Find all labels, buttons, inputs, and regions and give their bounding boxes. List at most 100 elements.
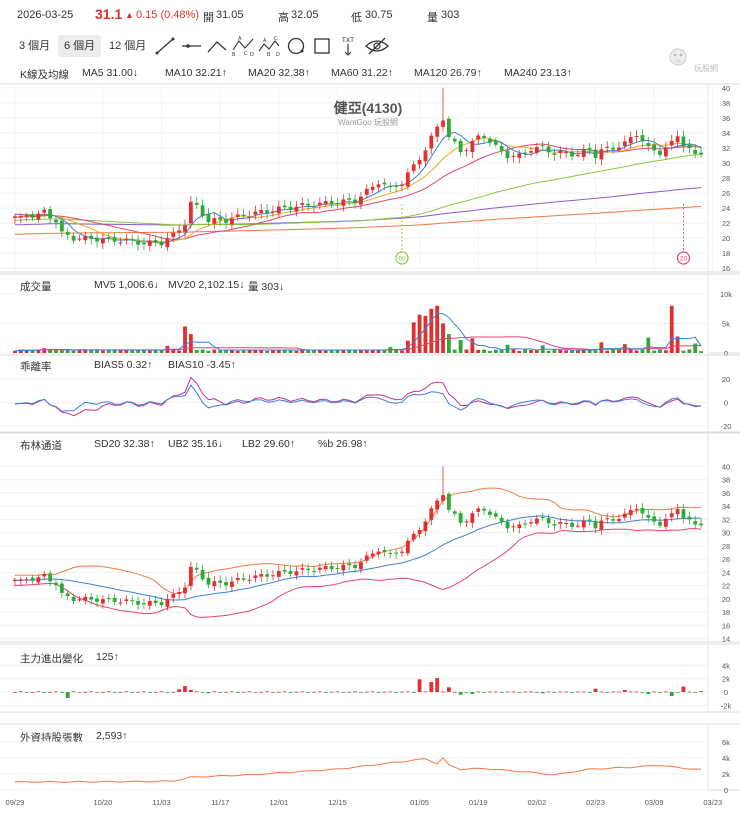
bollinger-candle bbox=[505, 521, 510, 529]
lb2-legend: LB2 29.60↑ bbox=[242, 438, 296, 450]
rectangle-tool-icon[interactable] bbox=[311, 35, 333, 57]
mainforce-bar bbox=[177, 689, 182, 692]
kline-candle bbox=[335, 203, 340, 205]
volume-bar bbox=[376, 349, 381, 353]
mainforce-bar bbox=[675, 692, 680, 693]
bollinger-candle bbox=[306, 568, 311, 571]
period-12m-button[interactable]: 12 個月 bbox=[109, 40, 147, 52]
percent-b-legend: %b 26.98↑ bbox=[318, 438, 368, 450]
kline-candle bbox=[71, 235, 76, 241]
bollinger-candle bbox=[317, 567, 322, 570]
abcd-wave-icon[interactable]: A B C D bbox=[257, 35, 281, 57]
volume-bar bbox=[558, 349, 563, 353]
bollinger-candle bbox=[693, 521, 698, 525]
bollinger-candle bbox=[640, 508, 645, 514]
kline-candle bbox=[534, 147, 539, 153]
polyline-tool-icon[interactable] bbox=[206, 35, 228, 57]
bollinger-candle bbox=[124, 599, 129, 601]
hide-drawings-icon[interactable] bbox=[364, 35, 390, 57]
volume-bar bbox=[218, 350, 223, 353]
mv5-legend: MV5 1,006.6↓ bbox=[94, 279, 159, 291]
kline-candle bbox=[106, 237, 111, 239]
period-6m-button[interactable]: 6 個月 bbox=[58, 35, 102, 57]
mainforce-bar bbox=[499, 692, 504, 693]
mainforce-bar bbox=[517, 692, 522, 693]
foreign-panel-title: 外資持股張數 bbox=[20, 732, 83, 744]
volume-bar bbox=[294, 350, 299, 353]
mainforce-bar bbox=[435, 678, 440, 692]
text-tool-icon[interactable]: TXT bbox=[337, 35, 359, 57]
kline-candle bbox=[699, 152, 703, 155]
kline-candle bbox=[159, 241, 164, 246]
volume-bar bbox=[235, 350, 240, 353]
kline-panel-title: K線及均線 bbox=[20, 69, 70, 81]
circle-tool-icon[interactable] bbox=[285, 35, 307, 57]
mainforce-bar bbox=[429, 682, 434, 692]
mainforce-bar bbox=[628, 691, 633, 693]
bollinger-panel-tick-label: 28 bbox=[722, 542, 730, 551]
pattern-letter: D bbox=[276, 52, 280, 57]
period-3m-button[interactable]: 3 個月 bbox=[19, 40, 51, 52]
kline-candle bbox=[364, 188, 369, 195]
volume-bar bbox=[212, 349, 217, 353]
kline-candle bbox=[65, 231, 70, 235]
sd20-legend: SD20 32.38↑ bbox=[94, 438, 155, 450]
bollinger-candle bbox=[593, 520, 598, 529]
volume-bar bbox=[658, 349, 662, 353]
mainforce-bar bbox=[570, 692, 574, 693]
kline-candle bbox=[147, 240, 152, 246]
mainforce-bar bbox=[634, 691, 639, 693]
bollinger-panel-tick-label: 36 bbox=[722, 489, 730, 498]
bollinger-candle bbox=[353, 564, 357, 568]
quote-header: 2026-03-25 31.1 ▲ 0.15 (0.48%) 開 31.05 高… bbox=[0, 0, 740, 30]
bollinger-candle bbox=[89, 596, 94, 600]
volume-bar bbox=[159, 350, 164, 353]
volume-bar bbox=[112, 349, 117, 353]
bollinger-panel-tick-label: 14 bbox=[722, 635, 730, 644]
bollinger-candle bbox=[59, 583, 64, 593]
mainforce-bar bbox=[100, 691, 105, 693]
mainforce-bar bbox=[540, 692, 545, 694]
kline-candle bbox=[681, 136, 686, 147]
kline-candle bbox=[13, 216, 17, 218]
kline-candle bbox=[224, 219, 228, 223]
bollinger-candle bbox=[423, 521, 428, 532]
bollinger-panel-tick-label: 32 bbox=[722, 515, 730, 524]
volume-bar bbox=[106, 349, 111, 353]
kline-panel-tick-label: 36 bbox=[722, 114, 730, 123]
kline-candle bbox=[435, 126, 440, 137]
volume-bar bbox=[446, 334, 451, 353]
kline-candle bbox=[95, 237, 99, 242]
bollinger-panel-tick-label: 16 bbox=[722, 621, 730, 630]
volume-bar bbox=[458, 340, 463, 353]
volume-bar bbox=[48, 349, 53, 353]
kline-candle bbox=[370, 186, 375, 190]
mainforce-bar bbox=[587, 692, 592, 693]
bollinger-candle bbox=[464, 521, 469, 523]
volume-bar bbox=[441, 323, 445, 353]
volume-bar bbox=[347, 349, 352, 353]
kline-candle bbox=[423, 150, 428, 162]
volume-bar bbox=[282, 350, 287, 353]
mainforce-bar bbox=[564, 691, 569, 693]
mainforce-bar bbox=[165, 692, 170, 693]
kline-candle bbox=[570, 151, 574, 157]
bollinger-candle bbox=[294, 571, 299, 576]
mainforce-bar bbox=[476, 691, 481, 693]
bollinger-candle bbox=[71, 596, 76, 602]
mainforce-bar bbox=[294, 691, 299, 693]
line-tool-icon[interactable] bbox=[154, 35, 176, 57]
bollinger-candle bbox=[241, 578, 246, 580]
kline-candle bbox=[247, 216, 252, 218]
ray-tool-icon[interactable] bbox=[180, 35, 202, 57]
volume-bar bbox=[265, 350, 270, 353]
volume-bar bbox=[534, 350, 539, 353]
bollinger-candle bbox=[370, 553, 375, 557]
volume-bar bbox=[470, 338, 475, 353]
kline-candle bbox=[394, 185, 399, 187]
volume-bar bbox=[253, 350, 258, 353]
mainforce-bar bbox=[317, 691, 322, 693]
abcd-pattern-icon[interactable]: A B C D bbox=[231, 35, 255, 57]
ma60-line bbox=[14, 153, 702, 226]
